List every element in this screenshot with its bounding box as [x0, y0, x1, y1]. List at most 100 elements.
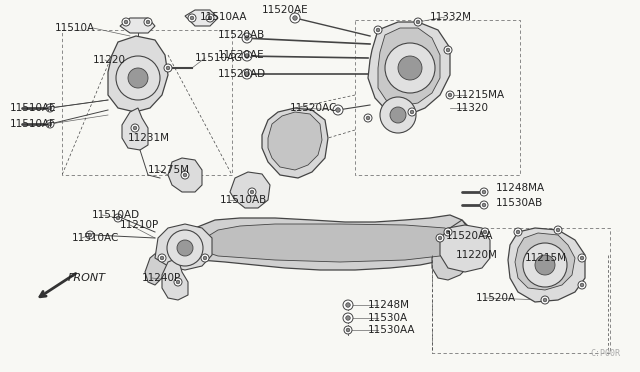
- Circle shape: [448, 93, 452, 97]
- Circle shape: [86, 231, 94, 239]
- Circle shape: [46, 104, 54, 112]
- Text: 11510AG: 11510AG: [195, 53, 243, 63]
- Circle shape: [333, 105, 343, 115]
- Circle shape: [436, 234, 444, 242]
- Text: 11275M: 11275M: [148, 165, 190, 175]
- Circle shape: [177, 240, 193, 256]
- Circle shape: [248, 188, 256, 196]
- Circle shape: [376, 28, 380, 32]
- Circle shape: [446, 230, 450, 234]
- Circle shape: [408, 108, 416, 116]
- Circle shape: [131, 124, 139, 132]
- Polygon shape: [145, 240, 182, 285]
- Circle shape: [364, 114, 372, 122]
- Circle shape: [541, 296, 549, 304]
- Text: 11215M: 11215M: [525, 253, 567, 263]
- Text: 11520AC: 11520AC: [290, 103, 337, 113]
- Circle shape: [514, 228, 522, 236]
- Text: 11520AE: 11520AE: [218, 50, 264, 60]
- Text: 11332M: 11332M: [430, 12, 472, 22]
- Circle shape: [578, 281, 586, 289]
- Polygon shape: [200, 224, 455, 262]
- Text: 11510AE: 11510AE: [10, 103, 56, 113]
- Circle shape: [46, 120, 54, 128]
- Circle shape: [158, 254, 166, 262]
- Circle shape: [580, 283, 584, 287]
- Circle shape: [244, 72, 249, 76]
- Circle shape: [410, 110, 414, 114]
- Circle shape: [516, 230, 520, 234]
- Text: 11248M: 11248M: [368, 300, 410, 310]
- Circle shape: [578, 254, 586, 262]
- Text: 11530A: 11530A: [368, 313, 408, 323]
- Circle shape: [481, 228, 489, 236]
- Polygon shape: [378, 28, 440, 106]
- Text: 11520AE: 11520AE: [262, 5, 308, 15]
- Circle shape: [244, 36, 249, 40]
- Circle shape: [164, 64, 172, 72]
- Circle shape: [390, 107, 406, 123]
- Polygon shape: [108, 36, 168, 112]
- Circle shape: [380, 97, 416, 133]
- Circle shape: [480, 188, 488, 196]
- Circle shape: [208, 16, 212, 20]
- Text: 11215MA: 11215MA: [456, 90, 505, 100]
- Polygon shape: [440, 225, 490, 272]
- Text: 11520AA: 11520AA: [446, 231, 493, 241]
- Text: 11510AB: 11510AB: [220, 195, 268, 205]
- Circle shape: [174, 278, 182, 286]
- Circle shape: [124, 20, 128, 24]
- Circle shape: [250, 190, 254, 194]
- Circle shape: [482, 203, 486, 207]
- Circle shape: [414, 18, 422, 26]
- Circle shape: [482, 190, 486, 194]
- Text: 11240P: 11240P: [142, 273, 181, 283]
- Circle shape: [242, 69, 252, 79]
- Circle shape: [366, 116, 370, 120]
- Circle shape: [160, 256, 164, 260]
- Polygon shape: [432, 220, 472, 280]
- Text: 11530AA: 11530AA: [368, 325, 415, 335]
- Circle shape: [128, 68, 148, 88]
- Text: 11530AB: 11530AB: [496, 198, 543, 208]
- Circle shape: [398, 56, 422, 80]
- Text: 11231M: 11231M: [128, 133, 170, 143]
- Polygon shape: [178, 215, 470, 270]
- Circle shape: [554, 226, 562, 234]
- Circle shape: [144, 18, 152, 26]
- Text: 11510AA: 11510AA: [200, 12, 248, 22]
- Circle shape: [446, 91, 454, 99]
- Circle shape: [146, 20, 150, 24]
- Polygon shape: [185, 10, 218, 26]
- Circle shape: [190, 16, 194, 20]
- Circle shape: [580, 256, 584, 260]
- Circle shape: [336, 108, 340, 112]
- Text: 11220: 11220: [93, 55, 126, 65]
- Circle shape: [343, 300, 353, 310]
- Polygon shape: [120, 18, 155, 33]
- Circle shape: [480, 201, 488, 209]
- Circle shape: [133, 126, 137, 130]
- Circle shape: [88, 233, 92, 237]
- Text: 11520AB: 11520AB: [218, 30, 265, 40]
- Polygon shape: [368, 22, 450, 115]
- Circle shape: [385, 43, 435, 93]
- Circle shape: [344, 326, 352, 334]
- Polygon shape: [162, 258, 188, 300]
- Circle shape: [346, 328, 350, 332]
- Polygon shape: [508, 228, 585, 302]
- Text: 11510AC: 11510AC: [72, 233, 120, 243]
- Text: 11248MA: 11248MA: [496, 183, 545, 193]
- Bar: [432, 228, 610, 353]
- Circle shape: [48, 106, 52, 110]
- Circle shape: [444, 228, 452, 236]
- Polygon shape: [230, 172, 270, 208]
- Polygon shape: [262, 108, 328, 178]
- Circle shape: [188, 14, 196, 22]
- Circle shape: [122, 18, 130, 26]
- Text: 11320: 11320: [456, 103, 489, 113]
- Circle shape: [242, 33, 252, 43]
- Circle shape: [114, 214, 122, 222]
- Circle shape: [242, 51, 252, 61]
- Circle shape: [556, 228, 560, 232]
